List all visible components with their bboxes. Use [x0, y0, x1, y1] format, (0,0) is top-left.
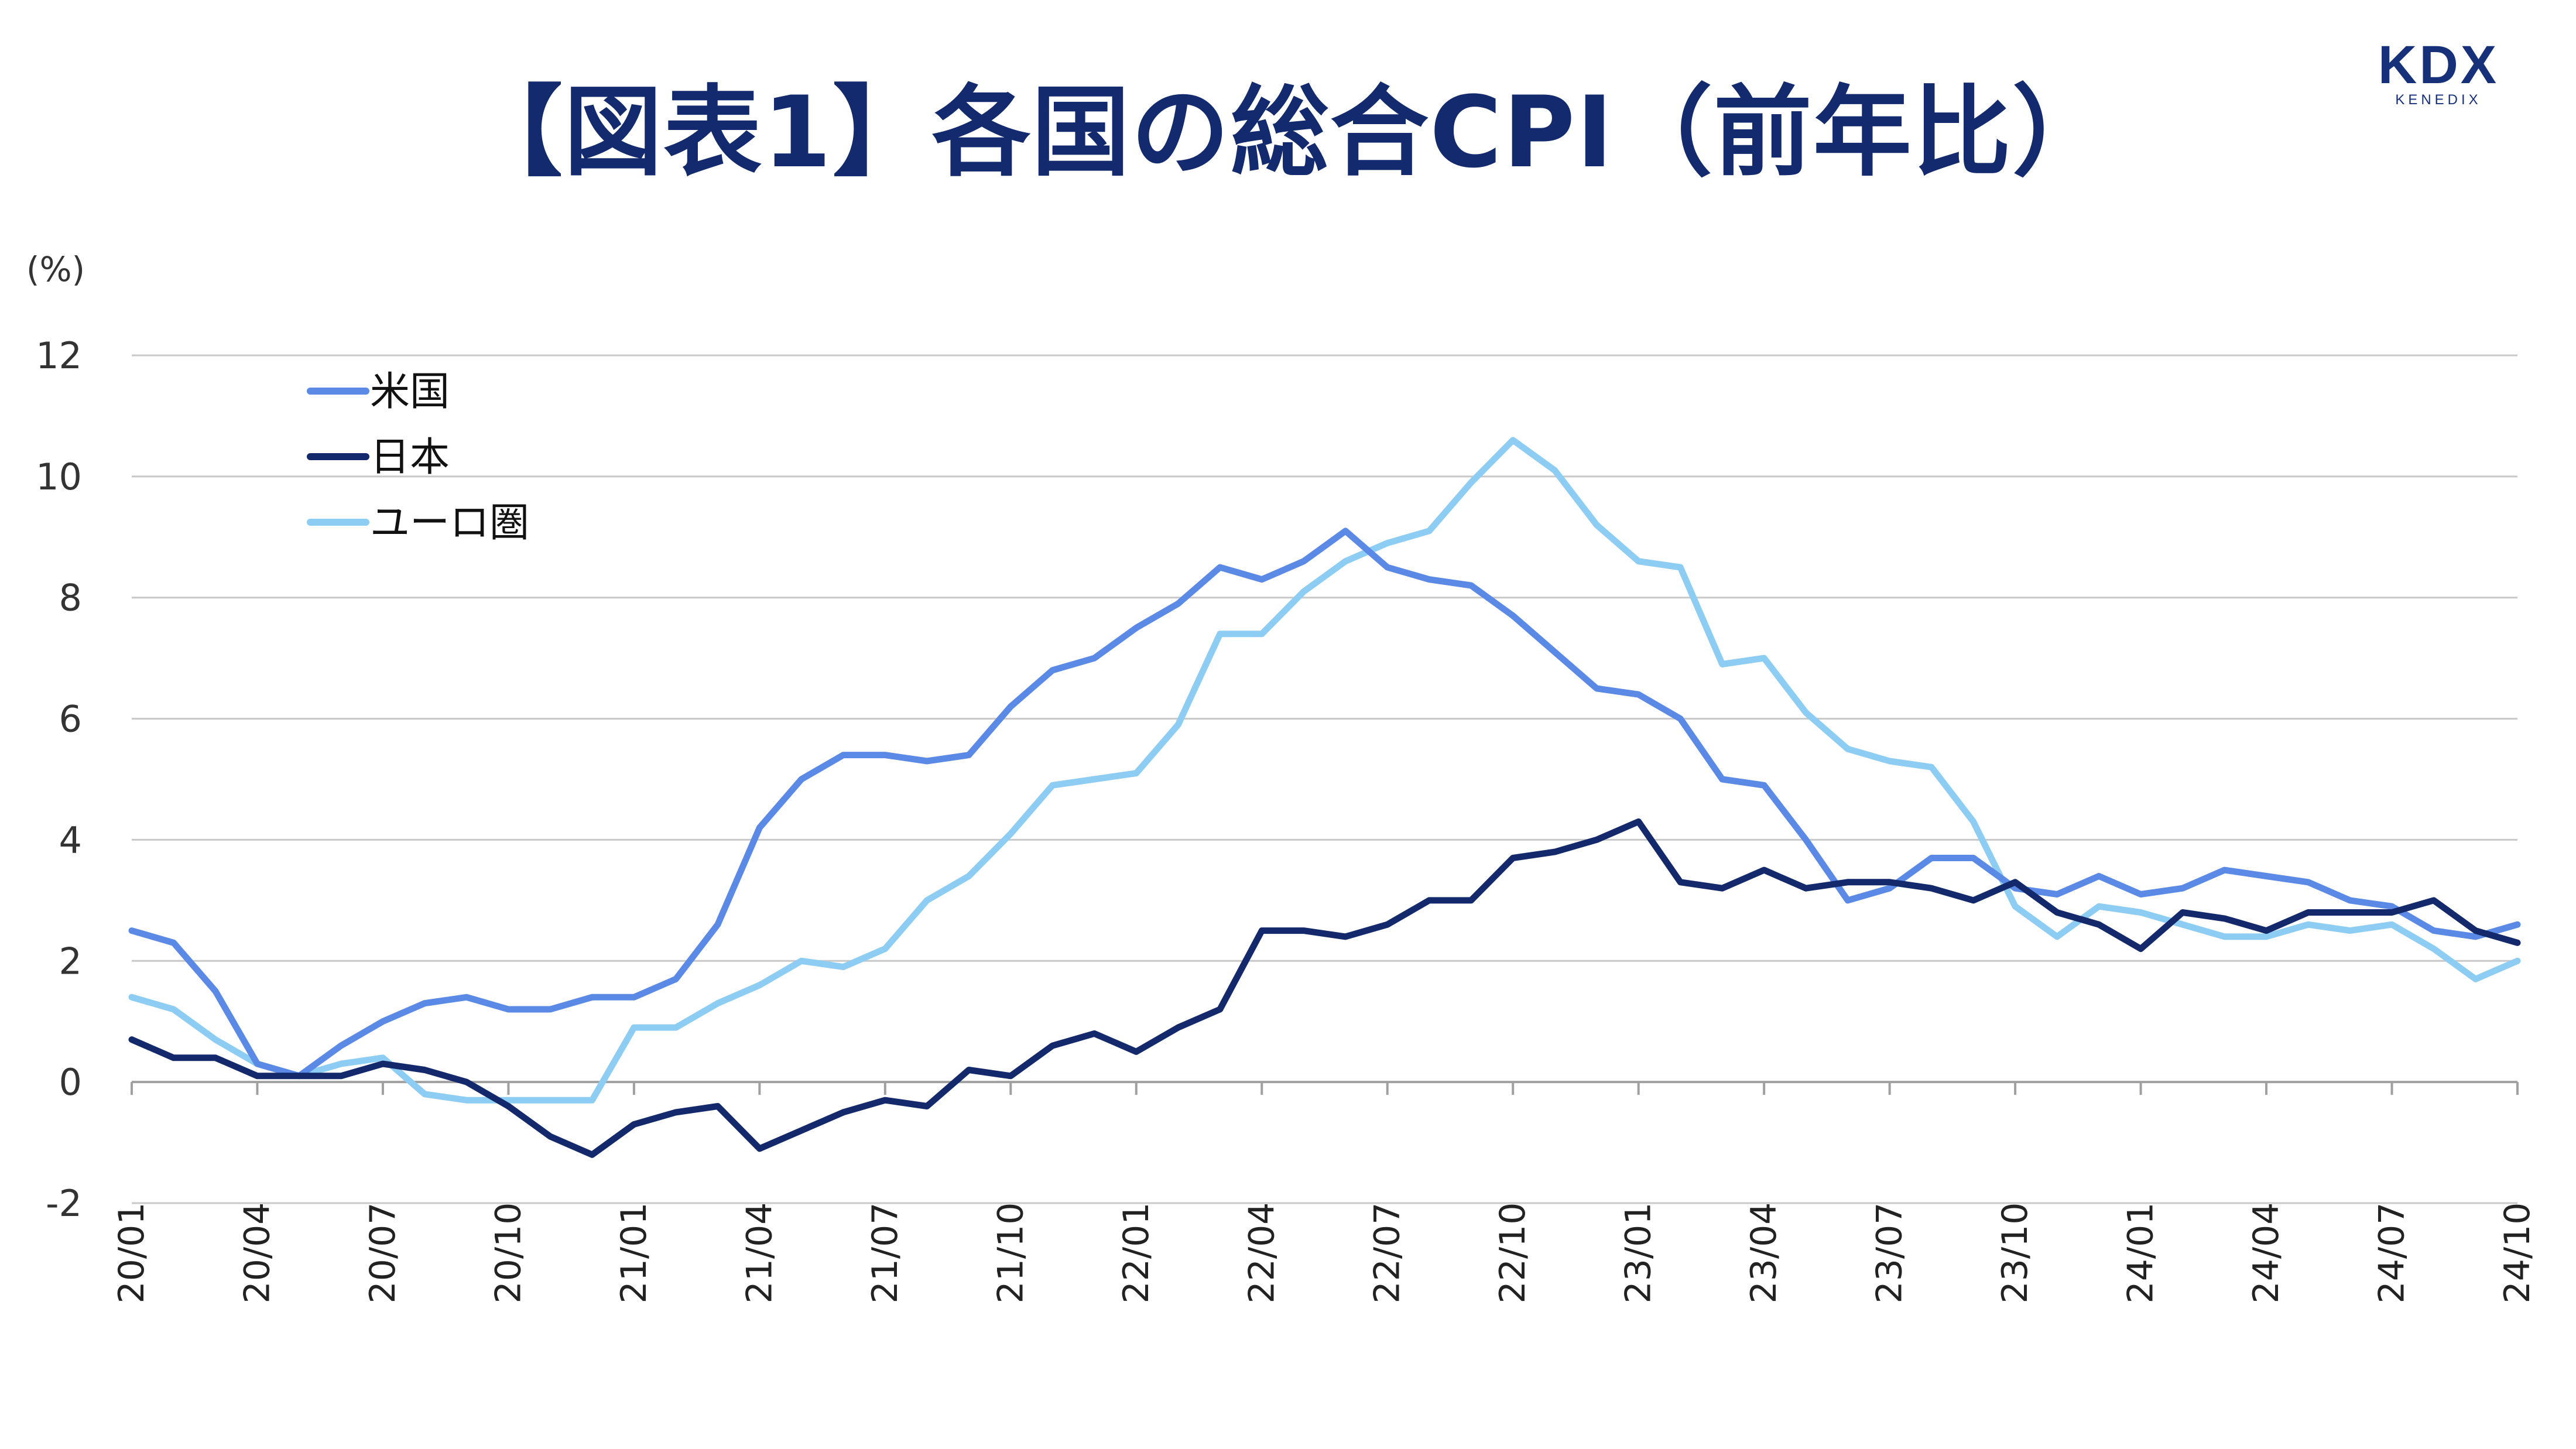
x-tick-label: 22/04 [1241, 1203, 1282, 1304]
y-tick-label: 0 [59, 1061, 82, 1104]
x-tick-label: 23/01 [1618, 1203, 1659, 1304]
y-tick-label: 4 [59, 818, 82, 861]
x-tick-label: 21/01 [614, 1203, 655, 1304]
series-line-euro [128, 437, 2521, 1104]
x-tick-label: 23/04 [1743, 1203, 1784, 1304]
page-title: 【図表1】各国の総合CPI（前年比） [464, 75, 2112, 190]
y-tick-label: -2 [46, 1182, 82, 1225]
y-tick-label: 2 [59, 940, 82, 982]
legend-label: ユーロ圏 [370, 500, 529, 546]
x-tick-label: 21/07 [865, 1203, 906, 1304]
gridlines [132, 354, 2517, 1204]
y-tick-label: 6 [59, 698, 82, 741]
x-tick-label: 23/10 [1995, 1203, 2036, 1304]
x-tick-label: 22/07 [1367, 1203, 1408, 1304]
x-tick-label: 22/10 [1492, 1203, 1533, 1304]
x-tick-label: 24/01 [2121, 1203, 2161, 1304]
series-lines [128, 437, 2521, 1158]
y-axis-label: (%) [26, 249, 85, 289]
x-tick-label: 20/10 [488, 1203, 529, 1304]
logo-text: KDX [2378, 35, 2499, 95]
y-tick-label: 12 [36, 334, 82, 377]
x-tick-label: 21/10 [990, 1203, 1031, 1304]
y-tick-label: 10 [36, 455, 82, 498]
x-tick-label: 24/10 [2497, 1203, 2538, 1304]
series-line-japan [128, 818, 2521, 1158]
series-line-us [128, 527, 2521, 1080]
x-tick-label: 23/07 [1869, 1203, 1910, 1304]
x-tick-label: 24/07 [2372, 1203, 2413, 1304]
logo-subtext: KENEDIX [2395, 92, 2482, 108]
x-tick-label: 22/01 [1116, 1203, 1157, 1304]
x-tick-label: 20/04 [237, 1203, 278, 1304]
x-tick-label: 20/07 [362, 1203, 403, 1304]
axes: (%) -2 0 2 4 6 8 10 12 20/01 20/04 20/07 20/10 21/01 2… [26, 249, 2538, 1303]
kdx-logo: KDX KENEDIX [2354, 38, 2523, 108]
x-tick-label: 21/04 [739, 1203, 780, 1304]
y-tick-label: 8 [59, 577, 82, 619]
x-tick-label: 24/04 [2246, 1203, 2287, 1304]
x-tick-label: 20/01 [111, 1203, 152, 1304]
legend-label: 日本 [370, 434, 450, 481]
legend-label: 米国 [370, 369, 450, 415]
